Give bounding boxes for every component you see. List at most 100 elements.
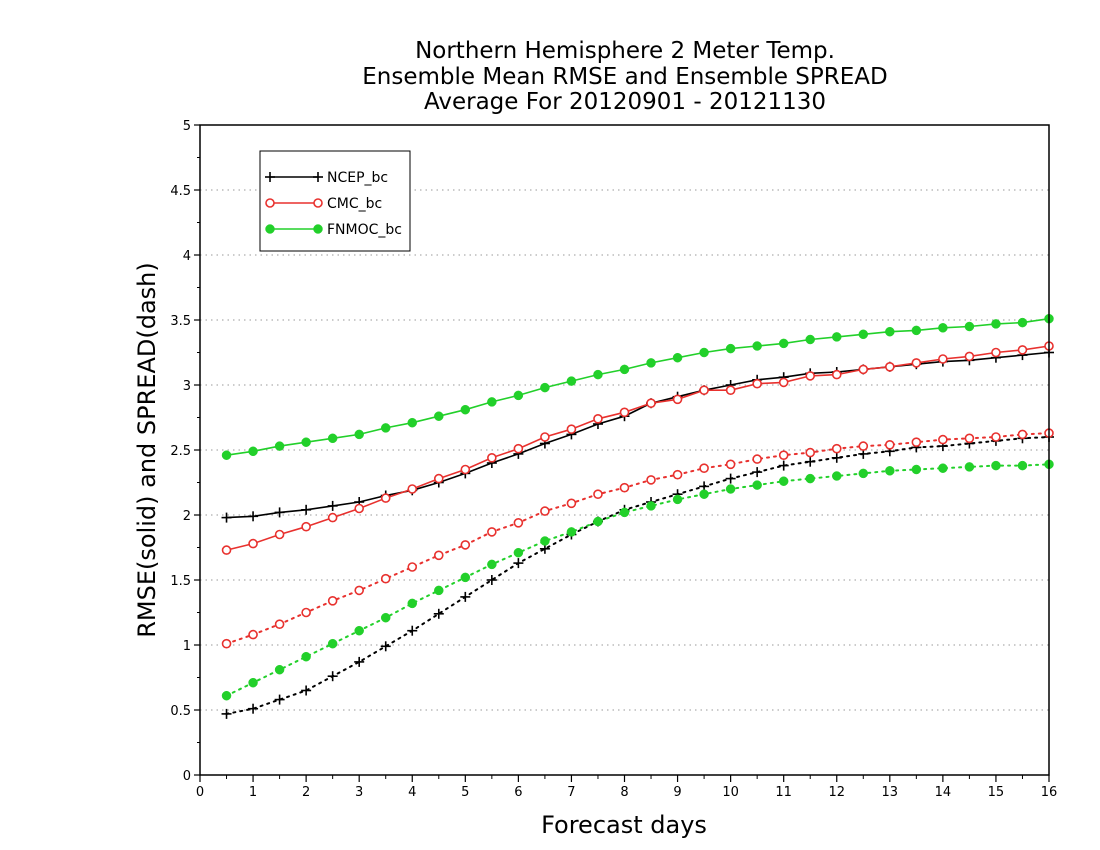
- series-CMC_bc-rmse-point-6: [380, 493, 391, 503]
- x-tick-label-1: 1: [249, 785, 257, 800]
- series-FNMOC_bc-spread-point-21: [778, 476, 789, 486]
- series-FNMOC_bc-spread-point-14: [593, 516, 603, 527]
- series-CMC_bc-rmse-point-20: [752, 378, 762, 389]
- series-NCEP_bc-spread-point-4: [327, 671, 338, 682]
- series-CMC_bc-rmse-point-8: [433, 473, 444, 484]
- series-FNMOC_bc: [221, 313, 1054, 701]
- series-FNMOC_bc-spread-point-27: [938, 463, 948, 473]
- series-CMC_bc-rmse-point-16: [646, 398, 656, 409]
- legend-label-FNMOC_bc: FNMOC_bc: [327, 222, 402, 238]
- x-tick-label-7: 7: [567, 785, 575, 800]
- legend-label-NCEP_bc: NCEP_bc: [327, 170, 388, 186]
- y-tick-label-3: 1.5: [170, 574, 191, 589]
- legend-item-CMC_bc: CMC_bc: [265, 196, 382, 212]
- y-tick-label-0: 0: [183, 769, 191, 784]
- series-FNMOC_bc-spread-point-3: [301, 651, 311, 662]
- series-CMC_bc-spread-point-26: [911, 437, 922, 448]
- plot-series: [221, 313, 1054, 719]
- series-CMC_bc-spread-point-10: [487, 527, 497, 537]
- y-tick-label-9: 4.5: [170, 184, 191, 199]
- x-tick-label-14: 14: [935, 785, 952, 800]
- series-FNMOC_bc-spread-point-5: [354, 625, 364, 636]
- series-CMC_bc-rmse-point-29: [991, 347, 1001, 358]
- series-CMC_bc-spread-point-3: [301, 607, 311, 618]
- series-CMC_bc-rmse-point-18: [699, 385, 709, 396]
- series-FNMOC_bc-spread-point-13: [566, 527, 577, 537]
- series-CMC_bc-rmse-point-14: [593, 413, 603, 424]
- legend-marker-left-FNMOC_bc: [265, 224, 275, 234]
- series-FNMOC_bc-spread-point-4: [327, 638, 338, 649]
- series-FNMOC_bc-rmse-point-0: [221, 450, 232, 460]
- series-NCEP_bc-rmse-point-2: [274, 507, 285, 518]
- series-FNMOC_bc-rmse-point-30: [1017, 317, 1028, 328]
- series-FNMOC_bc-spread-point-11: [513, 547, 524, 558]
- series-FNMOC_bc-rmse-point-5: [354, 429, 364, 440]
- series-FNMOC_bc-spread-point-22: [805, 473, 815, 484]
- series-FNMOC_bc-spread-point-17: [672, 494, 683, 505]
- y-tick-label-1: 0.5: [170, 704, 191, 719]
- x-tick-label-15: 15: [988, 785, 1005, 800]
- series-FNMOC_bc-spread-point-9: [460, 572, 471, 583]
- series-FNMOC_bc-rmse-point-1: [248, 446, 258, 457]
- series-CMC_bc-rmse-point-11: [513, 443, 524, 454]
- series-FNMOC_bc-rmse-point-3: [301, 437, 311, 447]
- series-NCEP_bc-spread-point-3: [301, 685, 312, 696]
- series-CMC_bc-spread-point-6: [380, 573, 391, 584]
- series-FNMOC_bc-rmse-point-17: [672, 352, 683, 363]
- series-CMC_bc-spread-point-18: [699, 463, 709, 474]
- series-CMC_bc-rmse-point-23: [831, 369, 842, 380]
- series-FNMOC_bc-spread-point-2: [274, 664, 285, 675]
- series-CMC_bc-rmse-point-2: [274, 529, 285, 540]
- series-CMC_bc-spread-point-21: [778, 450, 789, 461]
- x-tick-label-13: 13: [882, 785, 899, 800]
- series-CMC_bc-rmse-point-4: [327, 512, 338, 523]
- legend-item-FNMOC_bc: FNMOC_bc: [265, 222, 402, 238]
- series-CMC_bc-rmse-point-12: [540, 432, 550, 442]
- series-CMC_bc-spread-point-9: [460, 540, 471, 550]
- series-FNMOC_bc-rmse-point-12: [540, 382, 550, 393]
- series-CMC_bc-spread-point-1: [248, 629, 258, 640]
- series-CMC_bc-rmse-point-17: [672, 394, 683, 405]
- series-FNMOC_bc-spread-point-18: [699, 489, 709, 499]
- series-NCEP_bc-spread-point-22: [805, 456, 816, 467]
- series-NCEP_bc-rmse-point-0: [221, 512, 232, 523]
- x-axis-title: Forecast days: [541, 811, 707, 839]
- series-NCEP_bc-spread-point-0: [221, 708, 232, 719]
- x-tick-label-10: 10: [722, 785, 739, 800]
- series-FNMOC_bc-spread-point-10: [487, 559, 497, 570]
- series-CMC_bc-spread-point-2: [274, 619, 285, 630]
- series-NCEP_bc-spread-point-11: [513, 558, 524, 569]
- x-tick-label-2: 2: [302, 785, 310, 800]
- series-NCEP_bc-spread-point-10: [486, 575, 497, 585]
- legend-marker-right-FNMOC_bc: [313, 224, 323, 234]
- series-FNMOC_bc-rmse-point-25: [885, 326, 895, 337]
- x-tick-label-6: 6: [514, 785, 522, 800]
- series-CMC_bc-rmse-point-15: [619, 407, 630, 418]
- series-CMC_bc-spread-point-4: [327, 595, 338, 606]
- series-CMC_bc-rmse-point-26: [911, 358, 922, 368]
- series-CMC_bc-spread-point-15: [619, 482, 630, 493]
- series-FNMOC_bc-spread-point-1: [248, 677, 258, 688]
- legend-marker-left-NCEP_bc: [265, 172, 275, 182]
- series-FNMOC_bc-spread-point-15: [619, 507, 630, 518]
- series-CMC_bc-rmse-point-22: [805, 371, 816, 381]
- series-CMC_bc-rmse-point-9: [460, 464, 471, 475]
- series-FNMOC_bc-rmse-point-14: [593, 369, 603, 380]
- series-FNMOC_bc-spread-point-28: [964, 462, 975, 472]
- series-CMC_bc-spread-point-14: [593, 489, 603, 500]
- series-NCEP_bc-spread-point-19: [725, 473, 736, 484]
- series-NCEP_bc: [221, 347, 1054, 719]
- series-FNMOC_bc-rmse-point-4: [327, 433, 338, 444]
- series-NCEP_bc-spread-point-1: [248, 703, 259, 714]
- series-FNMOC_bc-rmse-point-22: [805, 334, 815, 345]
- series-CMC_bc-spread-point-25: [885, 439, 895, 450]
- series-CMC_bc-spread-point-22: [805, 447, 816, 458]
- legend-marker-left-CMC_bc: [265, 198, 275, 208]
- series-FNMOC_bc-rmse-point-29: [991, 319, 1001, 329]
- series-FNMOC_bc-spread-point-19: [725, 484, 736, 494]
- series-FNMOC_bc-spread-point-20: [752, 480, 762, 490]
- series-CMC_bc-spread-point-19: [725, 459, 736, 470]
- series-NCEP_bc-spread-point-5: [354, 656, 365, 667]
- x-tick-label-4: 4: [408, 785, 416, 800]
- legend-items: NCEP_bc CMC_bc FNMOC_bc: [265, 170, 402, 238]
